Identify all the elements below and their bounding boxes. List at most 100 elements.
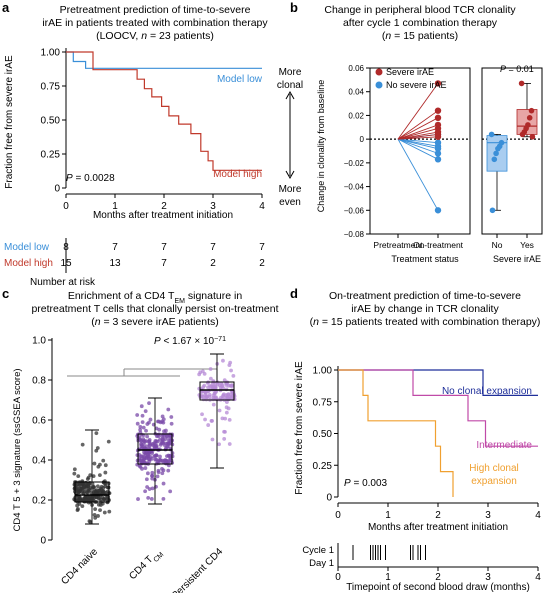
cell-point (105, 495, 109, 499)
risk-value: 2 (259, 258, 265, 269)
km-line-intermediate (338, 369, 538, 447)
cell-point (206, 385, 210, 390)
cell-point (86, 475, 91, 480)
cell-point (146, 496, 151, 500)
cell-point (143, 452, 148, 457)
panel-a-ylabel: Fraction free from severe irAE (4, 55, 15, 189)
rug-x-tick-label: 3 (485, 572, 491, 583)
panel-b-right-frame (481, 67, 543, 235)
cell-point (144, 477, 149, 482)
box-0 (74, 481, 110, 503)
y-tick-label: −0.04 (344, 183, 365, 192)
cell-point (168, 434, 173, 439)
cell-point (135, 413, 140, 417)
cell-point (103, 470, 108, 475)
cell-point (94, 448, 99, 453)
cell-point (168, 455, 172, 460)
cell-point (160, 414, 165, 419)
y-tick-label: 0.4 (32, 456, 46, 467)
panel-d-xlabel: Months after treatment initiation (368, 522, 508, 533)
y-tick-label: 0.75 (41, 82, 61, 93)
cell-point (166, 407, 171, 412)
cell-point (145, 434, 150, 439)
legend-intermediate: Intermediate (476, 440, 532, 451)
cell-point (161, 437, 165, 442)
cell-point (76, 474, 81, 479)
panel-c-axes: 0 0.2 0.4 0.6 0.8 1.0 CD4 naive CD4 TCM Persiste… (32, 336, 225, 598)
cell-point (213, 390, 218, 395)
panel-d-pvalue: P = 0.003 (344, 478, 388, 489)
cell-point (222, 437, 227, 441)
box-no-point (495, 145, 501, 152)
box-1 (137, 433, 173, 465)
cell-point (138, 424, 143, 429)
cell-point (135, 462, 140, 467)
panel-d: d On-treatment prediction of time-to-sev… (290, 286, 541, 593)
cell-point (140, 413, 145, 418)
rug-x-tick-label: 0 (335, 572, 341, 583)
cell-point (156, 468, 161, 473)
x-tick-label: No (492, 240, 503, 250)
rug-x-tick-label: 1 (385, 572, 391, 583)
y-tick-label: 1.0 (32, 336, 46, 347)
cell-point (224, 400, 229, 405)
cell-point (147, 420, 151, 425)
cell-point (80, 442, 85, 447)
patient-line-severe (397, 136, 439, 140)
legend-high-clonal-2: expansion (471, 476, 517, 487)
y-tick-label: 0.75 (313, 397, 333, 408)
cell-point (144, 428, 148, 433)
km-line-model-low (66, 51, 262, 69)
panel-a-risk-table: Model low 8 7 7 7 7 Model high 15 13 7 2 2 (4, 238, 265, 273)
x-tick-label: 2 (161, 201, 167, 212)
cell-point (202, 371, 207, 376)
cell-point (92, 461, 97, 466)
cell-point (221, 358, 225, 363)
cell-point (143, 489, 148, 494)
y-tick-label: −0.02 (344, 159, 365, 168)
cell-point (93, 515, 98, 520)
y-tick-label: 0.8 (32, 376, 46, 387)
box-yes-point (518, 80, 525, 87)
clonality-arrow: More clonal More even (277, 67, 303, 208)
panel-d-label: d (290, 286, 298, 301)
x-tick-label: On-treatment (413, 240, 464, 250)
box-yes-point (528, 107, 535, 114)
cell-point (107, 509, 112, 514)
panel-b-left-frame (369, 67, 471, 235)
patient-line-severe (397, 83, 439, 140)
cell-point (98, 508, 102, 513)
cell-point (155, 439, 160, 444)
legend-high-clonal-1: High clonal (469, 463, 518, 474)
cell-point (94, 431, 99, 436)
box-no-point (491, 156, 498, 163)
x-tick-label: Pretreatment (373, 240, 423, 250)
panel-a-title-2: irAE in patients treated with combinatio… (42, 17, 268, 29)
cell-point (153, 457, 158, 462)
cell-point (160, 471, 165, 476)
cell-point (221, 394, 225, 399)
rug-x-tick-label: 2 (435, 572, 441, 583)
panel-c-pvalue: P < 1.67 × 10−71 (154, 336, 226, 348)
box-no-point (489, 207, 496, 214)
cell-point (102, 496, 107, 501)
cell-point (102, 510, 107, 515)
cell-point (138, 465, 143, 469)
arrow-bottom-2: even (279, 197, 301, 208)
cell-point (159, 441, 164, 446)
cell-point (166, 459, 171, 464)
cell-point (208, 367, 213, 371)
cell-point (161, 481, 166, 486)
cell-point (155, 474, 160, 479)
cell-point (103, 484, 108, 489)
cell-point (96, 514, 100, 518)
risk-value: 7 (259, 242, 265, 253)
patient-point-severe (434, 107, 442, 114)
panel-d-title-1: On-treatment prediction of time-to-sever… (329, 290, 521, 302)
cell-point (169, 421, 174, 426)
cell-point (217, 408, 222, 413)
risk-value: 15 (60, 258, 72, 269)
cell-point (90, 482, 95, 486)
risk-row-label: Model low (4, 242, 50, 253)
